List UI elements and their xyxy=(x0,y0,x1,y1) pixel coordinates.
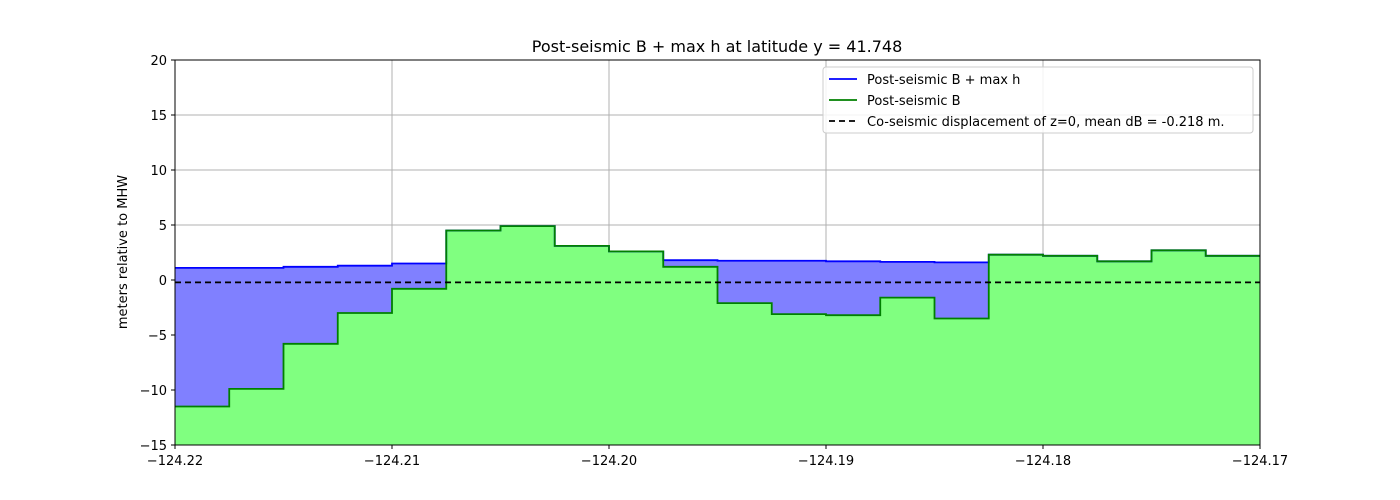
y-tick-label: 10 xyxy=(150,164,167,179)
legend-entry: Co-seismic displacement of z=0, mean dB … xyxy=(867,115,1225,130)
legend-entry: Post-seismic B + max h xyxy=(867,73,1020,88)
y-tick-label: 20 xyxy=(150,54,167,69)
x-tick-label: −124.22 xyxy=(147,454,203,469)
x-tick-label: −124.17 xyxy=(1232,454,1288,469)
plot-area: −124.22 −124.21 −124.20 −124.19 −124.18 −124.… xyxy=(140,54,1289,469)
legend: Post-seismic B + max h Post-seismic B Co-s… xyxy=(822,66,1254,134)
y-tick-label: 0 xyxy=(159,274,167,289)
x-tick-label: −124.20 xyxy=(581,454,637,469)
x-tick-label: −124.18 xyxy=(1015,454,1071,469)
legend-entry: Post-seismic B xyxy=(867,94,961,109)
y-tick-label: 5 xyxy=(159,219,167,234)
y-tick-label: −15 xyxy=(140,439,167,454)
x-tick-label: −124.21 xyxy=(364,454,420,469)
y-tick-label: −5 xyxy=(148,329,167,344)
y-tick-label: −10 xyxy=(140,384,167,399)
y-axis-label: meters relative to MHW xyxy=(116,175,131,329)
axes-frame xyxy=(174,59,1261,446)
x-tick-label: −124.19 xyxy=(798,454,854,469)
series-line-b xyxy=(175,225,1260,408)
y-tick-label: 15 xyxy=(150,109,167,124)
legend-box xyxy=(822,66,1254,134)
chart-title: Post-seismic B + max h at latitude y = 4… xyxy=(532,37,903,56)
